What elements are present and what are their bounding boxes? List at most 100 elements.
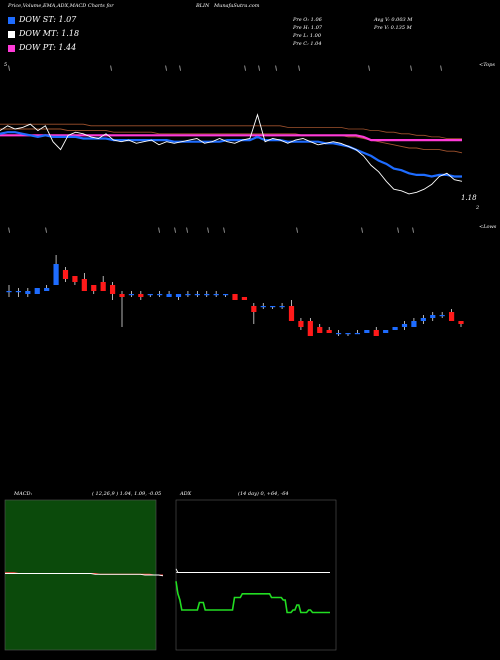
candle-body — [6, 291, 12, 293]
top-signal-arrow: \ — [110, 65, 112, 72]
info-prev-low: Pre L: 1.00 — [293, 33, 322, 39]
candle-body — [109, 285, 116, 294]
macd-values: ( 12,26,9 ) 1.04, 1.09, -0.05 — [92, 491, 162, 497]
candle-body — [270, 306, 276, 308]
legend-swatch-pt — [8, 44, 15, 52]
candle-body — [298, 321, 304, 327]
info-prev-volume: Pre V: 0.135 M — [374, 25, 412, 31]
candle-body — [401, 324, 408, 327]
info-prev-high: Pre H: 1.07 — [293, 25, 323, 31]
low-signal-arrow: \ — [223, 227, 225, 234]
adx-lines — [175, 568, 330, 614]
candle-body — [345, 333, 351, 335]
low-signal-arrows: \ \ \ \ \ \ \ \ \ \ \ — [8, 227, 414, 234]
left-tick-label: 5 — [4, 62, 8, 68]
info-prev-close: Pre C: 1.04 — [293, 41, 322, 47]
low-signal-arrow: \ — [361, 227, 363, 234]
lows-label: <Lows — [479, 224, 497, 230]
top-signal-arrow: \ — [165, 65, 167, 72]
candle-body — [222, 294, 229, 296]
candle-body — [34, 288, 40, 294]
adx-plus-di-line — [175, 568, 330, 573]
candle-body — [72, 276, 78, 282]
candle-body — [448, 312, 455, 321]
legend-item-mt: DOW MT: 1.18 — [8, 29, 79, 38]
candle-body — [364, 330, 370, 333]
candle-body — [411, 321, 417, 327]
low-signal-arrow: \ — [207, 227, 209, 234]
candle-body — [335, 333, 342, 335]
site-label: MunafaSutra.com — [214, 3, 260, 9]
candle-body — [307, 321, 313, 336]
macd-panel-bg — [5, 500, 156, 650]
candle-body — [119, 294, 125, 297]
top-signal-arrow: \ — [275, 65, 277, 72]
last-price-label: 1.18 — [461, 194, 477, 202]
candle-body — [430, 315, 436, 318]
candle-body — [128, 294, 135, 296]
low-signal-arrow: \ — [397, 227, 399, 234]
candle-body — [392, 327, 398, 330]
low-signal-arrow: \ — [158, 227, 160, 234]
candle-body — [420, 318, 426, 321]
legend-swatch-st — [8, 16, 15, 24]
axis-tick-label: 2 — [476, 205, 480, 211]
low-signal-arrow: \ — [412, 227, 414, 234]
info-prev-open: Pre O: 1.06 — [293, 17, 322, 23]
candlestick-group — [6, 255, 464, 336]
macd-title: MACD: — [14, 491, 33, 497]
legend-swatch-mt — [8, 30, 15, 38]
macd-line — [5, 573, 164, 577]
tops-label: <Tops — [479, 62, 495, 68]
candle-body — [204, 294, 210, 296]
legend-label-pt: DOW PT: 1.44 — [19, 43, 77, 52]
top-signal-arrow: \ — [440, 65, 442, 72]
candle-body — [185, 294, 191, 296]
candle-body — [91, 285, 97, 291]
candle-body — [288, 306, 295, 321]
top-signal-arrows: \ \ \ \ \ \ \ \ \ \ \ — [8, 65, 442, 72]
candle-body — [354, 333, 361, 335]
ema-long-line — [0, 128, 463, 154]
legend-item-pt: DOW PT: 1.44 — [8, 43, 76, 52]
top-signal-arrow: \ — [244, 65, 246, 72]
candle-body — [81, 279, 87, 291]
top-signal-arrow: \ — [258, 65, 260, 72]
candle-body — [458, 321, 464, 324]
candle-body — [279, 306, 285, 308]
candle-body — [44, 288, 50, 291]
low-signal-arrow: \ — [8, 227, 10, 234]
candle-body — [157, 294, 163, 296]
candle-body — [439, 315, 445, 317]
adx-line — [175, 581, 330, 614]
legend-label-st: DOW ST: 1.07 — [19, 15, 77, 24]
symbol-label: BLIN — [196, 3, 210, 9]
top-signal-arrow: \ — [179, 65, 181, 72]
low-signal-arrow: \ — [296, 227, 298, 234]
price-line — [0, 113, 463, 195]
adx-title: ADX — [180, 491, 192, 497]
info-avg-volume: Avg V: 0.003 M — [374, 17, 413, 23]
ema-lines — [0, 113, 463, 195]
legend-item-st: DOW ST: 1.07 — [8, 15, 76, 24]
candle-body — [317, 327, 323, 333]
candle-body — [25, 291, 31, 294]
chart-title: Price,Volume,EMA,ADX,MACD Charts for — [8, 3, 114, 9]
candle-body — [62, 270, 69, 279]
candle-body — [251, 306, 257, 312]
top-signal-arrow: \ — [368, 65, 370, 72]
candle-body — [100, 282, 106, 291]
candle-body — [138, 294, 144, 297]
candle-body — [383, 330, 389, 333]
top-signal-arrow: \ — [8, 65, 10, 72]
candle-body — [260, 306, 266, 308]
candle-body — [175, 294, 182, 297]
candle-body — [373, 330, 379, 336]
low-signal-arrow: \ — [45, 227, 47, 234]
candle-body — [15, 291, 22, 293]
candle-body — [241, 297, 248, 300]
adx-values: (14 day) 0, +64, -64 — [238, 491, 289, 497]
candle-body — [194, 294, 200, 296]
candle-body — [147, 294, 153, 296]
